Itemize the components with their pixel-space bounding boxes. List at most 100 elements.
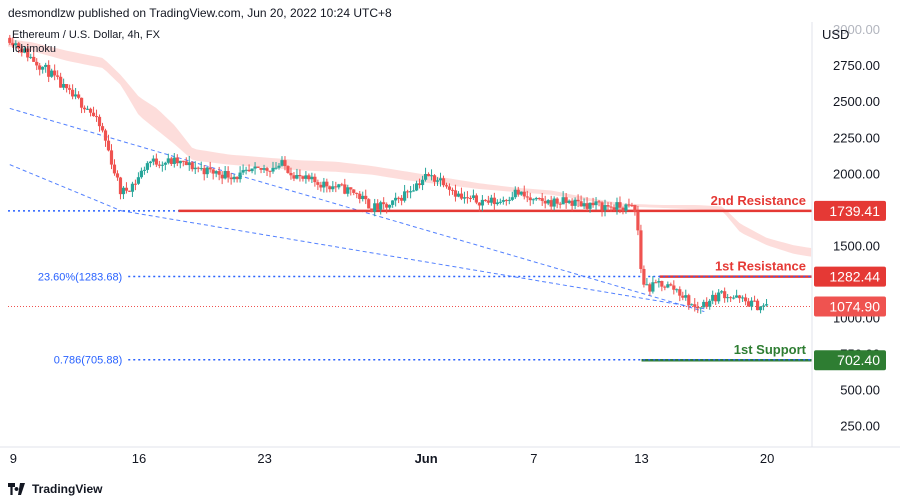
candle	[429, 169, 434, 181]
candle	[190, 161, 194, 172]
candle-body	[32, 56, 36, 62]
candle-body	[498, 201, 502, 203]
candle	[501, 196, 505, 205]
candle	[504, 198, 508, 206]
candle	[172, 153, 176, 168]
candle-body	[552, 198, 556, 207]
candle	[672, 280, 676, 295]
candle-body	[534, 197, 538, 200]
candle-body	[555, 198, 559, 204]
price-chart[interactable]: 2nd Resistance 1st Resistance 1st Support 2…	[0, 22, 900, 470]
candle-body	[546, 200, 550, 204]
candle	[241, 164, 245, 175]
candle	[163, 161, 167, 171]
candle	[468, 195, 473, 203]
candle-body	[636, 211, 640, 231]
level-lines	[8, 209, 812, 362]
candle-body	[537, 197, 541, 199]
candle	[352, 189, 356, 196]
candle	[91, 106, 96, 117]
candle	[253, 162, 257, 175]
candle-body	[41, 66, 45, 70]
candle	[97, 114, 102, 132]
candle-body	[645, 284, 649, 286]
candle-body	[56, 75, 60, 77]
candle-body	[417, 183, 422, 186]
fib-label: 0.786(705.88)	[54, 355, 123, 367]
candle	[331, 181, 335, 192]
candle	[630, 202, 634, 207]
candle	[151, 155, 155, 166]
candle	[570, 198, 574, 212]
candle	[205, 167, 209, 178]
price-tick: 2250.00	[833, 130, 880, 145]
candle	[408, 185, 413, 199]
candle	[370, 208, 374, 213]
candle-body	[459, 193, 464, 199]
candle-body	[669, 284, 673, 286]
price-tick: 250.00	[840, 418, 880, 433]
candle	[749, 297, 754, 311]
ichimoku-cloud	[8, 39, 812, 257]
brand-footer[interactable]: TradingView	[8, 480, 102, 498]
candle	[244, 166, 248, 175]
candle-body	[187, 162, 191, 166]
candle-body	[597, 201, 601, 203]
candle-body	[133, 183, 138, 185]
candle-body	[573, 199, 577, 206]
candle-body	[91, 112, 96, 117]
trendlines	[9, 107, 705, 313]
candle-body	[208, 167, 212, 170]
candle-body	[531, 199, 535, 201]
candle-body	[441, 178, 446, 186]
candle	[474, 193, 479, 205]
candle-body	[217, 171, 221, 175]
candle-body	[292, 175, 296, 179]
candle	[693, 298, 697, 312]
candle-body	[361, 195, 365, 200]
candle-body	[543, 200, 547, 204]
candle-body	[447, 186, 452, 190]
candle	[414, 180, 419, 192]
candle-body	[633, 205, 637, 212]
candle	[552, 196, 556, 211]
candle-body	[178, 160, 182, 164]
candle	[361, 191, 365, 202]
candle	[657, 278, 661, 288]
candle	[729, 296, 733, 303]
candle	[262, 164, 266, 173]
candle-body	[277, 165, 281, 168]
candle	[555, 197, 559, 209]
price-tag-label: 702.40	[837, 352, 880, 368]
candle	[211, 168, 215, 180]
candle	[47, 60, 51, 83]
candle-body	[82, 107, 87, 110]
price-tick: 1500.00	[833, 238, 880, 253]
candle	[277, 163, 281, 170]
candle-body	[337, 184, 341, 188]
candle	[606, 202, 610, 211]
candle	[489, 194, 493, 206]
candle	[44, 62, 48, 73]
candle-body	[525, 196, 529, 198]
candle-body	[313, 176, 317, 183]
candle	[597, 199, 601, 207]
candle-body	[486, 200, 490, 203]
candle	[187, 155, 191, 171]
candle	[50, 68, 54, 78]
candle-body	[304, 175, 308, 179]
candle	[696, 301, 700, 314]
candle-body	[76, 94, 81, 98]
time-axis[interactable]: 9 16 23 Jun 7 13 20	[0, 446, 900, 466]
candle	[29, 53, 33, 60]
candle-body	[118, 177, 123, 195]
candle-body	[367, 199, 371, 209]
candle-body	[764, 304, 769, 306]
candle-body	[507, 199, 511, 201]
candle	[235, 176, 239, 183]
price-axis[interactable]: 3000.002750.002500.002250.002000.001750.…	[811, 22, 886, 447]
candle	[764, 299, 769, 307]
candle	[41, 66, 45, 74]
candle-body	[397, 197, 401, 199]
candle	[71, 84, 75, 100]
